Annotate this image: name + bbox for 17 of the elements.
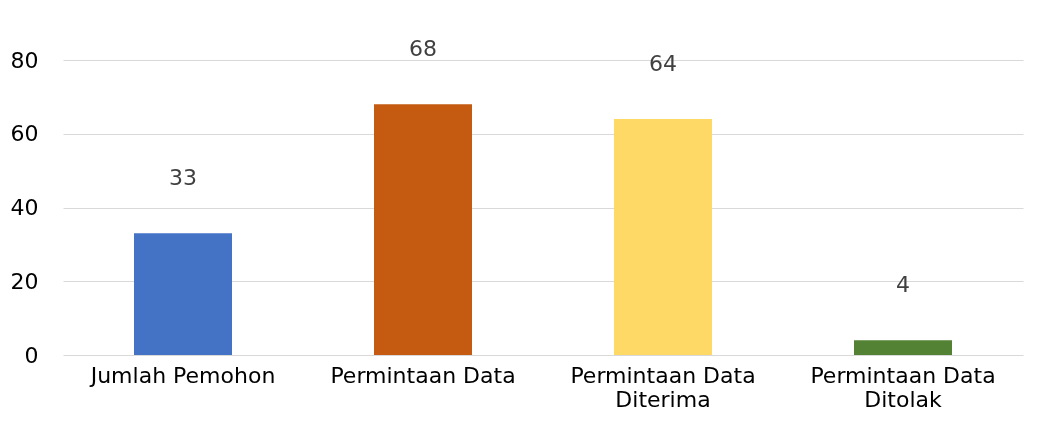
data-label: 4	[896, 272, 910, 298]
bar	[614, 119, 712, 355]
bar	[134, 233, 232, 355]
bar	[854, 340, 952, 355]
data-label: 33	[169, 165, 197, 191]
y-tick-label: 80	[10, 47, 39, 73]
x-tick-label: Jumlah Pemohon	[88, 362, 276, 388]
data-label: 64	[649, 51, 677, 76]
x-tick-label: Permintaan Data Ditolak	[810, 362, 996, 412]
x-tick-label: Permintaan Data Diterima	[570, 362, 756, 412]
y-tick-label: 40	[10, 195, 39, 220]
data-label: 68	[409, 36, 437, 62]
bar	[374, 104, 472, 355]
y-tick-label: 60	[10, 121, 39, 147]
x-tick-label: Permintaan Data	[330, 362, 516, 388]
y-tick-label: 0	[24, 342, 39, 368]
y-tick-label: 20	[10, 268, 39, 294]
